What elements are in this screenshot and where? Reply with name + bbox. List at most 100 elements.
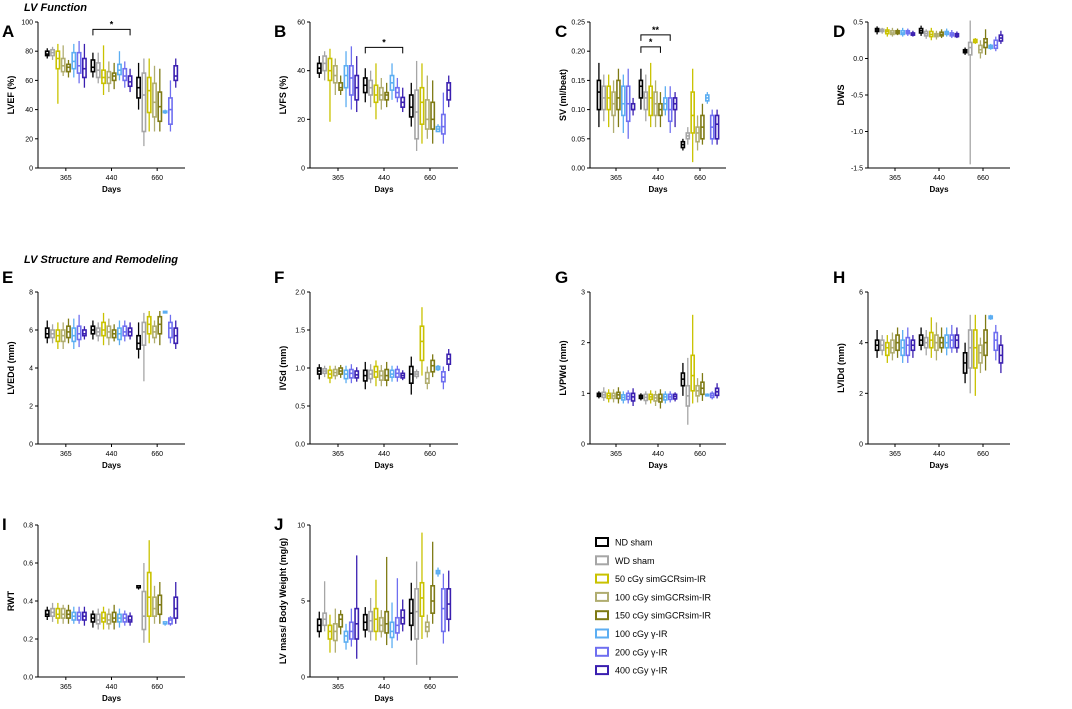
box [967, 41, 973, 56]
box-365-7 [348, 364, 354, 384]
legend-label: 100 cGy simGCRsim-IR [615, 592, 712, 602]
box-365-3 [884, 335, 890, 363]
box-660-3 [146, 58, 152, 132]
panel-letter: H [833, 268, 845, 287]
box-440-2 [643, 391, 649, 405]
x-tick-label: 365 [332, 684, 344, 691]
y-tick-label: 0.5 [853, 20, 863, 27]
box-365-5 [616, 68, 621, 128]
x-tick-label: 660 [977, 451, 989, 458]
legend-swatch [595, 665, 609, 676]
y-tick-label: 0.10 [571, 107, 585, 114]
panel-letter: J [274, 515, 283, 534]
x-tick-label: 440 [933, 175, 945, 182]
box [384, 610, 390, 634]
box-365-4 [890, 332, 895, 361]
x-tick-label: 365 [610, 451, 622, 458]
box-440-6 [389, 63, 395, 100]
y-tick-label: 100 [21, 20, 33, 27]
box-440-8 [127, 322, 133, 340]
box-660-4 [978, 337, 983, 374]
panel-J: J 0 5 10 LV mass/ Body Weight (mg/g) Days 365 4… [274, 515, 458, 703]
box-365-6 [343, 365, 349, 384]
box-660-4 [152, 585, 157, 624]
significance-label: * [110, 19, 114, 29]
y-axis-label: IVSd (mm) [278, 346, 288, 391]
box-660-4 [152, 65, 157, 132]
panel-letter: A [2, 22, 14, 41]
box-365-8 [81, 43, 87, 88]
box [101, 321, 106, 337]
box-365-1 [596, 391, 602, 399]
box-365-6 [343, 623, 349, 650]
box-660-1 [408, 582, 414, 641]
box-365-5 [616, 387, 621, 404]
box-365-5 [338, 610, 344, 635]
box [690, 354, 695, 392]
box-365-2 [601, 74, 607, 122]
y-tick-label: 4 [29, 366, 33, 373]
box-660-2 [967, 20, 973, 165]
box-365-7 [625, 390, 631, 404]
box-660-6 [705, 92, 710, 104]
x-tick-label: 365 [332, 451, 344, 458]
box-365-6 [71, 606, 77, 624]
box-365-6 [621, 74, 626, 133]
box-440-1 [90, 52, 96, 78]
box-440-3 [373, 360, 379, 387]
box-660-8 [998, 30, 1004, 44]
box-440-1 [918, 25, 924, 36]
box-660-6 [988, 43, 994, 50]
y-tick-label: 20 [25, 136, 33, 143]
box-365-2 [50, 602, 56, 622]
panel-D: D -1.5 -1.0 -0.5 0.0 0.5 DWS Days 365 440 660 [833, 20, 1010, 194]
box [414, 588, 420, 640]
box-365-5 [66, 59, 71, 78]
y-tick-label: 0.25 [571, 20, 585, 27]
box-440-3 [373, 63, 379, 120]
x-tick-label: 440 [378, 684, 390, 691]
legend-item: 100 cGy γ-IR [595, 628, 668, 639]
box-440-2 [923, 29, 929, 39]
box-365-5 [338, 75, 344, 95]
box-365-2 [50, 46, 56, 60]
box [146, 315, 152, 335]
box-365-8 [630, 97, 636, 116]
y-tick-label: 0 [301, 675, 305, 682]
box-440-3 [101, 606, 106, 630]
legend-swatch [595, 591, 609, 602]
x-axis-label: Days [648, 461, 668, 470]
box [167, 321, 173, 339]
box-440-7 [394, 77, 400, 103]
box-660-2 [141, 58, 147, 147]
box-660-2 [967, 314, 973, 394]
legend-swatch [595, 573, 609, 584]
box-365-2 [879, 27, 885, 34]
box-365-4 [611, 80, 616, 133]
box-660-3 [690, 68, 695, 163]
panel-letter: B [274, 22, 286, 41]
box-440-5 [939, 327, 944, 353]
box-660-1 [408, 82, 414, 127]
box-440-8 [954, 31, 960, 39]
box-660-8 [173, 58, 179, 88]
box-440-6 [944, 327, 950, 356]
box [621, 85, 626, 117]
box-440-3 [101, 312, 106, 346]
legend-label: WD sham [615, 556, 655, 566]
y-axis-label: DWS [836, 85, 846, 106]
box-660-3 [972, 38, 978, 44]
box-440-2 [923, 330, 929, 356]
box-440-4 [378, 77, 384, 110]
y-tick-label: -1.0 [851, 129, 863, 136]
box [152, 82, 157, 118]
box-440-5 [384, 361, 390, 387]
y-axis-label: LV mass/ Body Weight (mg/g) [278, 538, 288, 664]
box-440-7 [122, 610, 128, 626]
box-660-1 [136, 62, 142, 110]
x-tick-label: 660 [151, 684, 163, 691]
legend-item: 400 cGy γ-IR [595, 665, 668, 676]
panel-letter: C [555, 22, 567, 41]
box-440-8 [400, 599, 406, 632]
